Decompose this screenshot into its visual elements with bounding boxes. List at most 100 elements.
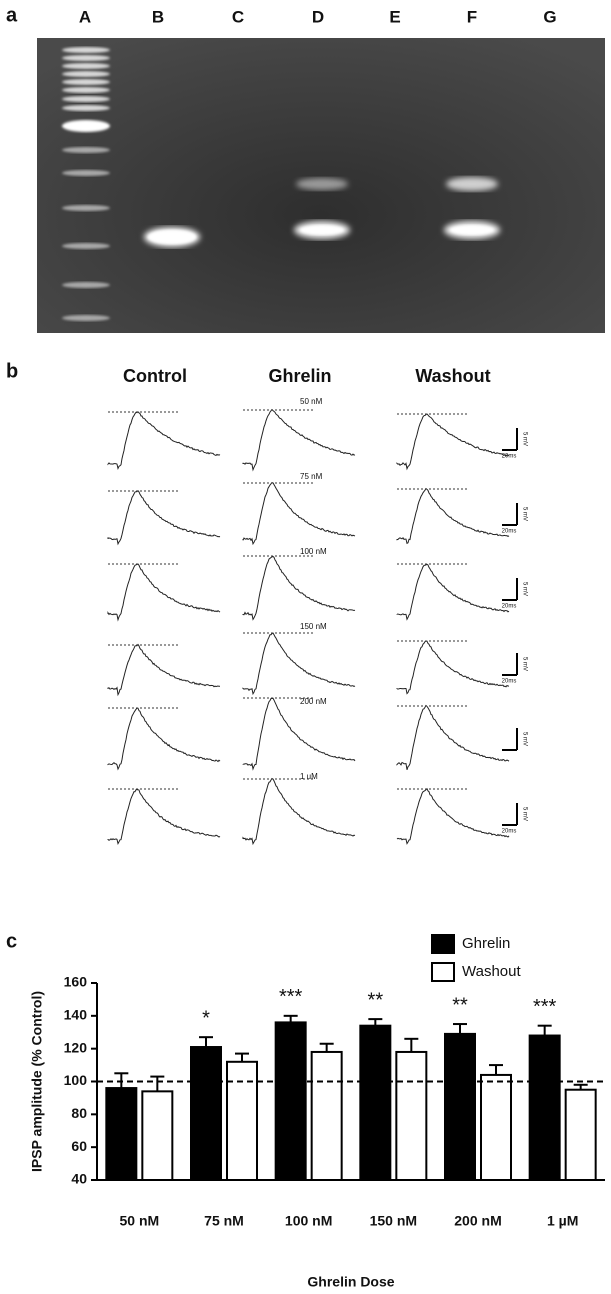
legend-label: Washout	[462, 963, 521, 980]
scale-label: 5 mV	[521, 507, 527, 521]
ipsp-trace	[397, 414, 509, 469]
scale-label: 20ms	[502, 679, 517, 685]
panel-letter: c	[6, 930, 17, 952]
x-tick-label: 50 nM	[119, 1213, 159, 1229]
lane-label: D	[312, 7, 324, 26]
x-tick-label: 150 nM	[370, 1213, 417, 1229]
x-tick-label: 75 nM	[204, 1213, 244, 1229]
ladder-band	[62, 315, 110, 321]
legend-label: Ghrelin	[462, 935, 510, 952]
ladder-band	[62, 87, 110, 93]
ladder-band	[62, 105, 110, 111]
column-header: Washout	[415, 366, 490, 386]
lane-label: E	[389, 7, 400, 26]
ipsp-trace	[397, 641, 509, 694]
bar	[396, 1052, 426, 1180]
ipsp-trace	[108, 412, 220, 469]
bar	[481, 1075, 511, 1180]
bar	[566, 1090, 596, 1180]
y-tick-label: 140	[64, 1007, 88, 1023]
ipsp-trace	[108, 708, 220, 769]
bar	[445, 1034, 475, 1180]
significance-label: ***	[279, 986, 303, 1008]
panel-letter: b	[6, 360, 18, 382]
bar	[312, 1052, 342, 1180]
ladder-band	[62, 71, 110, 77]
y-tick-label: 160	[64, 974, 88, 990]
dose-label: 150 nM	[300, 622, 327, 631]
y-tick-label: 80	[71, 1105, 87, 1121]
scale-label: 20ms	[502, 529, 517, 535]
ladder-band	[62, 170, 110, 176]
x-tick-label: 1 µM	[547, 1213, 578, 1229]
figure: a A B C D E F G b Control Ghrelin Washout 50 n…	[0, 0, 611, 1294]
x-tick-label: 200 nM	[454, 1213, 501, 1229]
bar	[191, 1047, 221, 1180]
ladder-band	[62, 282, 110, 288]
y-tick-label: 40	[71, 1171, 87, 1187]
ipsp-trace	[243, 698, 355, 769]
dose-label: 1 uM	[300, 772, 318, 781]
lane-label: C	[232, 7, 244, 26]
ladder-band	[62, 63, 110, 69]
x-axis-title: Ghrelin Dose	[307, 1274, 394, 1290]
bar	[106, 1088, 136, 1180]
lane-label: F	[467, 7, 477, 26]
significance-label: **	[452, 994, 468, 1016]
legend-swatch	[432, 935, 454, 953]
lane-label: A	[79, 7, 91, 26]
dose-label: 50 nM	[300, 397, 323, 406]
significance-label: *	[202, 1007, 210, 1029]
ladder-band	[62, 96, 110, 102]
ladder-band	[62, 47, 110, 53]
significance-label: **	[368, 989, 384, 1011]
scale-label: 20ms	[502, 454, 517, 460]
column-header: Ghrelin	[268, 366, 331, 386]
lane-label: G	[543, 7, 556, 26]
lane-label: B	[152, 7, 164, 26]
ipsp-trace	[108, 564, 220, 620]
bar	[530, 1036, 560, 1180]
dose-label: 200 nM	[300, 697, 327, 706]
ipsp-trace	[397, 489, 509, 544]
scale-label: 5 mV	[521, 807, 527, 821]
y-axis-title: IPSP amplitude (% Control)	[29, 991, 45, 1172]
ipsp-trace	[243, 410, 355, 470]
ipsp-trace	[108, 645, 220, 695]
bar	[276, 1022, 306, 1180]
column-header: Control	[123, 366, 187, 386]
ladder-band	[62, 243, 110, 249]
scale-label: 5 mV	[521, 432, 527, 446]
ipsp-trace	[243, 483, 355, 544]
scale-label: 5 mV	[521, 582, 527, 596]
ipsp-trace	[243, 779, 355, 844]
ladder-band	[62, 55, 110, 61]
bar	[227, 1062, 257, 1180]
ladder-band	[62, 205, 110, 211]
ipsp-trace	[243, 557, 355, 620]
y-tick-label: 60	[71, 1138, 87, 1154]
ipsp-trace	[397, 789, 509, 844]
ipsp-trace	[108, 790, 220, 844]
ladder-band	[62, 147, 110, 153]
ipsp-trace	[397, 706, 509, 770]
scale-label: 20ms	[502, 829, 517, 835]
bar	[360, 1026, 390, 1180]
y-tick-label: 120	[64, 1039, 88, 1055]
scale-label: 20ms	[502, 604, 517, 610]
ipsp-trace	[243, 633, 355, 694]
scale-label: 5 mV	[521, 657, 527, 671]
ladder-band	[62, 79, 110, 85]
legend-swatch	[432, 963, 454, 981]
significance-label: ***	[533, 996, 557, 1018]
dose-label: 75 nM	[300, 472, 323, 481]
ipsp-trace	[108, 491, 220, 544]
y-tick-label: 100	[64, 1072, 88, 1088]
ladder-band	[62, 120, 110, 132]
ipsp-trace	[397, 564, 509, 619]
bar	[142, 1091, 172, 1180]
scale-label: 5 mV	[521, 732, 527, 746]
panel-letter: a	[6, 4, 18, 26]
x-tick-label: 100 nM	[285, 1213, 332, 1229]
dose-label: 100 nM	[300, 547, 327, 556]
